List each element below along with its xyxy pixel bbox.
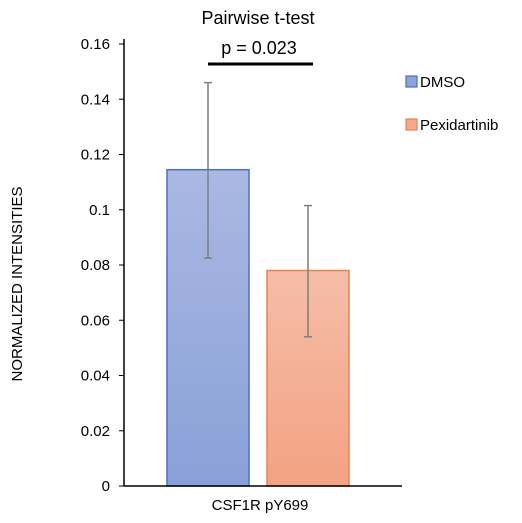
legend: DMSO Pexidartinib: [405, 74, 498, 134]
legend-label-dmso: DMSO: [420, 74, 465, 91]
y-tick-label: 0.12: [81, 147, 110, 164]
y-tick-labels: 0 0.02 0.04 0.06 0.08 0.1 0.12 0.14 0.16: [81, 36, 124, 495]
legend-label-pexidartinib: Pexidartinib: [420, 117, 498, 134]
y-tick-label: 0: [102, 478, 110, 495]
legend-swatch-pexidartinib: [405, 118, 418, 131]
y-tick-label: 0.02: [81, 423, 110, 440]
legend-swatch-dmso: [405, 75, 418, 88]
category-label: CSF1R pY699: [212, 497, 309, 514]
y-tick-label: 0.06: [81, 312, 110, 329]
p-value-annotation: p = 0.023: [221, 38, 297, 58]
y-tick-label: 0.16: [81, 36, 110, 53]
y-tick-label: 0.14: [81, 91, 110, 108]
y-tick-label: 0.1: [89, 202, 110, 219]
y-tick-label: 0.04: [81, 368, 110, 385]
error-bars: [204, 81, 312, 338]
y-axis-label: NORMALIZED INTENSITIES: [9, 186, 26, 381]
chart-title: Pairwise t-test: [201, 8, 314, 28]
y-tick-label: 0.08: [81, 257, 110, 274]
bars: [166, 168, 350, 487]
